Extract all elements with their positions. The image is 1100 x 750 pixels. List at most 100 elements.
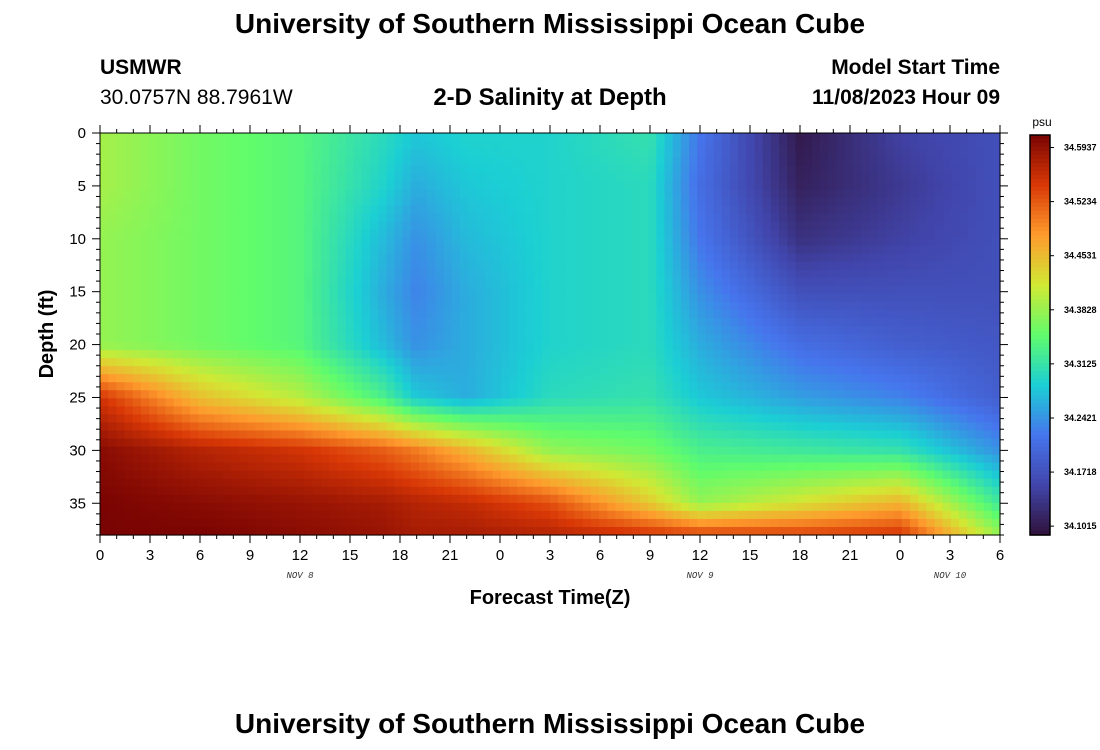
heatmap-cell (558, 518, 567, 528)
heatmap-cell (811, 157, 821, 166)
heatmap-cell (410, 470, 420, 480)
heatmap-cell (828, 229, 837, 239)
heatmap-cell (689, 430, 698, 440)
heatmap-cell (901, 269, 911, 279)
heatmap-cell (181, 141, 191, 150)
heatmap-cell (705, 309, 715, 319)
heatmap-cell (312, 141, 322, 150)
heatmap-cell (247, 309, 257, 319)
heatmap-cell (770, 133, 780, 142)
heatmap-cell (779, 309, 788, 319)
heatmap-cell (230, 438, 240, 448)
heatmap-cell (615, 454, 625, 464)
heatmap-cell (419, 382, 428, 391)
heatmap-cell (198, 454, 207, 464)
heatmap-cell (615, 446, 625, 456)
heatmap-cell (738, 342, 747, 351)
heatmap-cell (836, 430, 846, 440)
heatmap-cell (705, 462, 715, 472)
heatmap-cell (910, 309, 919, 319)
heatmap-cell (337, 334, 347, 343)
heatmap-cell (631, 157, 641, 166)
heatmap-cell (410, 261, 420, 271)
heatmap-cell (451, 398, 461, 407)
heatmap-cell (296, 382, 306, 391)
heatmap-cell (680, 301, 690, 311)
heatmap-cell (386, 253, 396, 263)
heatmap-cell (255, 366, 265, 375)
heatmap-cell (468, 350, 477, 359)
heatmap-cell (599, 518, 608, 528)
heatmap-cell (869, 334, 878, 343)
heatmap-cell (492, 518, 502, 528)
heatmap-cell (795, 414, 805, 424)
heatmap-cell (770, 366, 780, 375)
heatmap-cell (149, 141, 158, 150)
heatmap-cell (533, 309, 543, 319)
heatmap-cell (206, 149, 216, 158)
heatmap-cell (132, 165, 142, 174)
heatmap-cell (877, 454, 887, 464)
heatmap-cell (443, 293, 453, 303)
heatmap-cell (509, 526, 518, 536)
heatmap-cell (901, 382, 911, 391)
heatmap-cell (239, 470, 248, 480)
heatmap-cell (149, 510, 158, 520)
heatmap-cell (247, 253, 257, 263)
heatmap-cell (893, 213, 903, 223)
heatmap-cell (435, 181, 445, 190)
heatmap-cell (149, 382, 158, 391)
heatmap-cell (795, 173, 805, 182)
heatmap-cell (517, 486, 527, 496)
heatmap-cell (402, 221, 412, 231)
heatmap-cell (517, 350, 527, 359)
heatmap-cell (754, 205, 764, 214)
heatmap-cell (648, 334, 657, 343)
heatmap-cell (157, 398, 167, 407)
heatmap-cell (296, 253, 306, 263)
heatmap-cell (730, 165, 739, 174)
heatmap-cell (394, 334, 404, 343)
heatmap-cell (828, 334, 837, 343)
heatmap-cell (877, 221, 887, 231)
heatmap-cell (140, 213, 150, 223)
heatmap-cell (247, 261, 257, 271)
heatmap-cell (198, 366, 207, 375)
heatmap-cell (852, 518, 862, 528)
heatmap-cell (640, 237, 649, 247)
heatmap-cell (181, 430, 191, 440)
heatmap-cell (468, 221, 477, 231)
heatmap-cell (222, 446, 232, 456)
heatmap-cell (378, 173, 387, 182)
heatmap-cell (836, 342, 846, 351)
heatmap-cell (672, 374, 682, 383)
heatmap-cell (476, 253, 486, 263)
heatmap-cell (656, 173, 666, 182)
heatmap-cell (239, 502, 248, 512)
heatmap-cell (705, 205, 715, 214)
heatmap-cell (746, 510, 756, 520)
heatmap-cell (468, 245, 477, 255)
heatmap-cell (877, 229, 887, 239)
heatmap-cell (574, 478, 584, 488)
heatmap-cell (132, 325, 142, 335)
heatmap-cell (206, 245, 216, 255)
heatmap-cell (648, 293, 657, 303)
heatmap-cell (492, 317, 502, 327)
heatmap-cell (394, 446, 404, 456)
heatmap-cell (263, 197, 273, 206)
heatmap-cell (836, 213, 846, 223)
heatmap-cell (811, 502, 821, 512)
heatmap-cell (239, 261, 248, 271)
heatmap-cell (263, 518, 273, 528)
heatmap-cell (844, 293, 854, 303)
heatmap-cell (901, 253, 911, 263)
heatmap-cell (525, 478, 535, 488)
heatmap-cell (361, 149, 371, 158)
heatmap-cell (770, 462, 780, 472)
heatmap-cell (664, 502, 674, 512)
heatmap-cell (132, 342, 142, 351)
heatmap-cell (541, 309, 551, 319)
heatmap-cell (190, 165, 199, 174)
heatmap-cell (697, 317, 707, 327)
